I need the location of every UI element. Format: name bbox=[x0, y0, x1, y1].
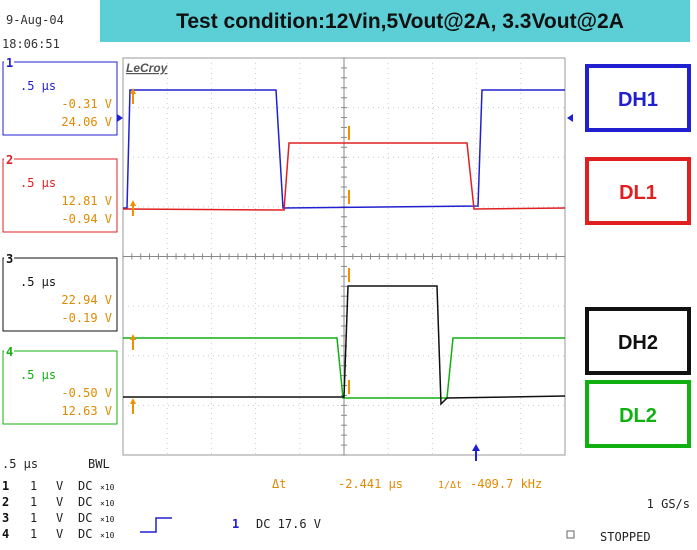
trigger-channel: 1 bbox=[232, 517, 239, 531]
row-coupling: DC bbox=[78, 511, 92, 525]
row-unit: V bbox=[56, 479, 63, 493]
row-coupling: DC bbox=[78, 527, 92, 541]
row-coupling: DC bbox=[78, 495, 92, 509]
channel-box bbox=[2, 61, 118, 136]
channel-timebase: .5 μs bbox=[20, 275, 56, 289]
channel-box bbox=[2, 350, 118, 425]
channel-tab bbox=[4, 252, 14, 266]
channel-timebase: .5 μs bbox=[20, 368, 56, 382]
channel-value: 12.81 V bbox=[61, 194, 112, 208]
ch1-level-marker bbox=[117, 114, 123, 122]
row-unit: V bbox=[56, 495, 63, 509]
trace-label: DL1 bbox=[619, 182, 657, 204]
channel-panels: 1 .5 μs -0.31 V 24.06 V DH1 2 .5 μs 12.81 V -0.9… bbox=[2, 56, 691, 448]
channel-number: 4 bbox=[6, 345, 13, 359]
trace-label-box bbox=[585, 157, 691, 225]
row-probe: ×10 bbox=[100, 483, 115, 492]
channel-value: 22.94 V bbox=[61, 293, 112, 307]
dh2-trace bbox=[123, 285, 566, 406]
row-unit: V bbox=[56, 511, 63, 525]
channel-number: 1 bbox=[6, 56, 13, 70]
channel-value: -0.50 V bbox=[61, 386, 112, 400]
trace-label: DL2 bbox=[619, 405, 657, 427]
trace-label: DH1 bbox=[618, 89, 658, 111]
row-coupling: DC bbox=[78, 479, 92, 493]
trace-label-box bbox=[585, 64, 691, 132]
cursor-markers bbox=[130, 88, 350, 414]
title: Test condition:12Vin,5Vout@2A, 3.3Vout@2… bbox=[176, 10, 624, 33]
row-probe: ×10 bbox=[100, 499, 115, 508]
status: STOPPED bbox=[600, 530, 651, 544]
row-scale: 1 bbox=[30, 495, 37, 509]
brand: LeCroy bbox=[126, 61, 169, 75]
date: 9-Aug-04 bbox=[6, 13, 64, 27]
channel-box bbox=[2, 158, 118, 233]
channel-box bbox=[2, 257, 118, 332]
channel-value: 12.63 V bbox=[61, 404, 112, 418]
inverse-value: -409.7 kHz bbox=[470, 477, 542, 491]
channel-tab bbox=[4, 153, 14, 167]
dh1-trace bbox=[123, 89, 565, 209]
delta-label: Δt bbox=[272, 477, 286, 491]
bwl: BWL bbox=[88, 457, 110, 471]
sample-rate: 1 GS/s bbox=[647, 497, 690, 511]
footer-timebase: .5 μs bbox=[2, 457, 38, 471]
dl2-trace bbox=[123, 337, 565, 399]
trigger-icon bbox=[140, 517, 172, 533]
row-probe: ×10 bbox=[100, 531, 115, 540]
row-scale: 1 bbox=[30, 479, 37, 493]
channel-tab bbox=[4, 56, 14, 70]
trigger-position bbox=[472, 444, 480, 461]
delta-value: -2.441 μs bbox=[338, 477, 403, 491]
row-number: 3 bbox=[2, 511, 9, 525]
trace-label-box bbox=[585, 380, 691, 448]
channel-value: -0.19 V bbox=[61, 311, 112, 325]
channel-value: -0.94 V bbox=[61, 212, 112, 226]
dl1-trace bbox=[122, 142, 566, 211]
trigger-level: DC 17.6 V bbox=[256, 517, 321, 531]
channel-value: -0.31 V bbox=[61, 97, 112, 111]
ch1-level-marker bbox=[567, 114, 573, 122]
row-number: 2 bbox=[2, 495, 9, 509]
row-number: 1 bbox=[2, 479, 9, 493]
channel-number: 3 bbox=[6, 252, 13, 266]
inverse-label: 1/Δt bbox=[438, 480, 462, 491]
row-unit: V bbox=[56, 527, 63, 541]
row-scale: 1 bbox=[30, 527, 37, 541]
row-number: 4 bbox=[2, 527, 9, 541]
channel-timebase: .5 μs bbox=[20, 176, 56, 190]
trace-label-box bbox=[585, 307, 691, 375]
channel-tab bbox=[4, 345, 14, 359]
row-scale: 1 bbox=[30, 511, 37, 525]
channel-settings: 1 1 V DC ×10 2 1 V DC ×10 3 1 V DC ×10 4 1 V DC ×10 bbox=[2, 479, 115, 541]
time: 18:06:51 bbox=[2, 37, 60, 51]
title-banner bbox=[100, 0, 690, 42]
channel-timebase: .5 μs bbox=[20, 79, 56, 93]
channel-number: 2 bbox=[6, 153, 13, 167]
channel-value: 24.06 V bbox=[61, 115, 112, 129]
row-probe: ×10 bbox=[100, 515, 115, 524]
trace-label: DH2 bbox=[618, 332, 658, 354]
status-box bbox=[566, 530, 575, 539]
